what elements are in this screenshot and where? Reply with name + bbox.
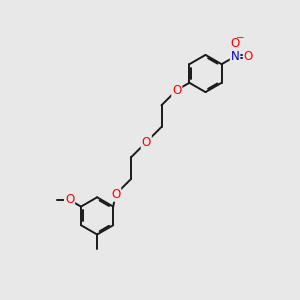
Text: O: O [65,194,74,206]
Text: −: − [236,33,245,43]
Text: O: O [230,37,240,50]
Text: O: O [172,83,182,97]
Text: N: N [231,50,239,63]
Text: O: O [142,136,151,148]
Text: O: O [244,50,253,63]
Text: O: O [111,188,120,201]
